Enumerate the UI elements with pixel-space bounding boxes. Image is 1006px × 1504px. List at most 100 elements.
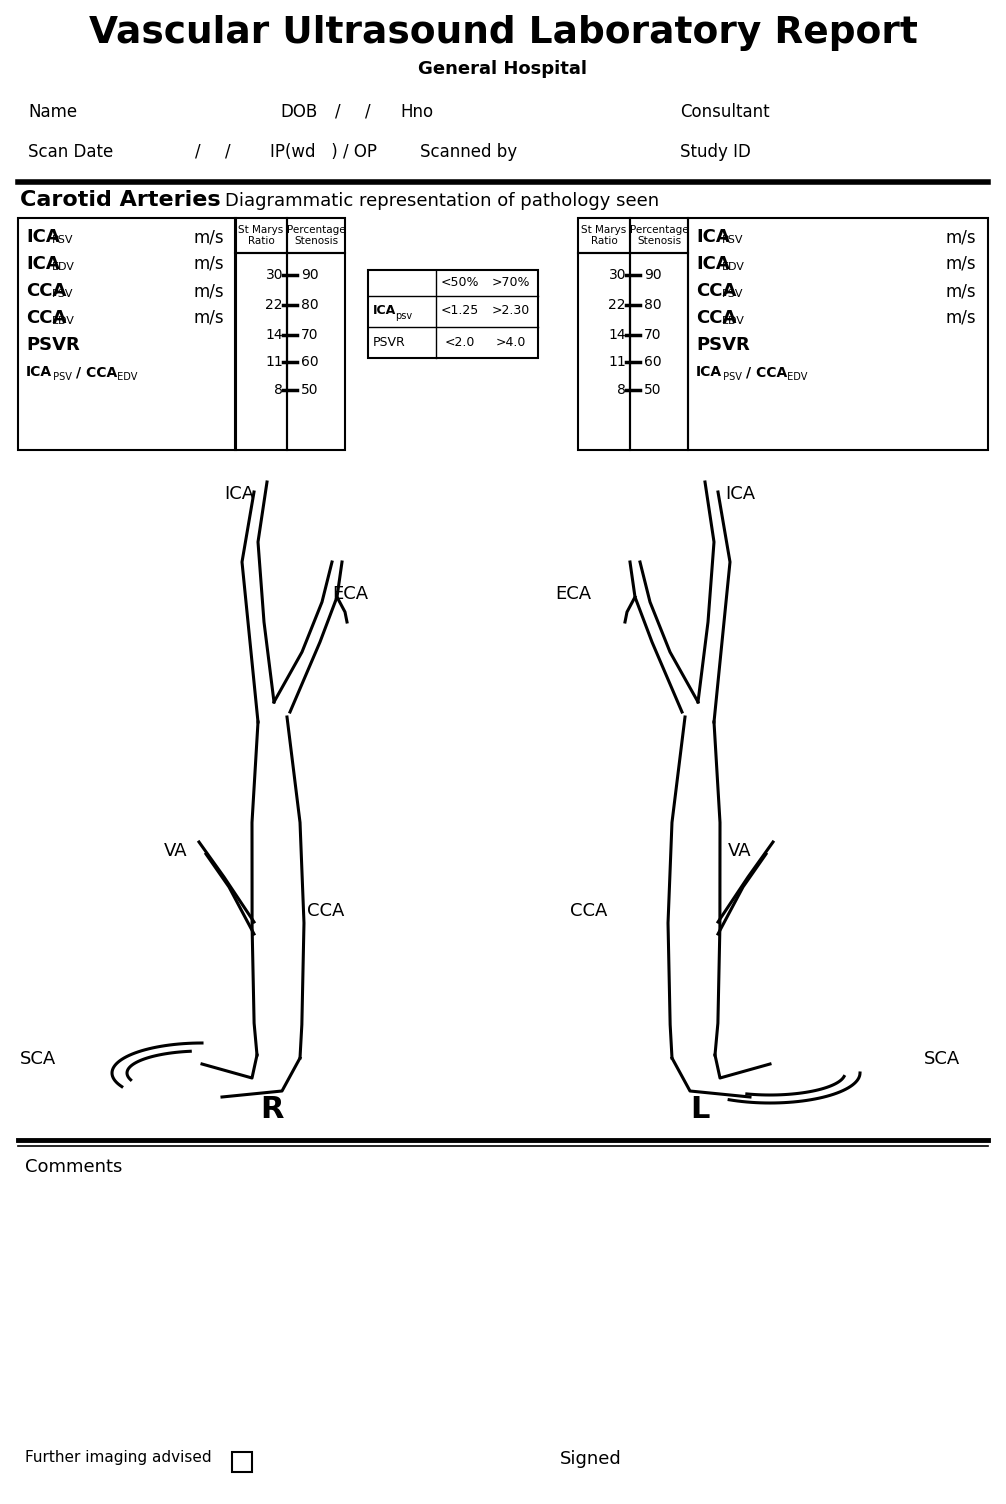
Text: EDV: EDV [784, 371, 808, 382]
Text: EDV: EDV [51, 262, 74, 272]
Text: ICA: ICA [26, 229, 59, 247]
Text: /: / [365, 102, 370, 120]
Text: >2.30: >2.30 [492, 304, 530, 317]
Text: Further imaging advised: Further imaging advised [25, 1450, 211, 1465]
Text: Percentage
Stenosis: Percentage Stenosis [287, 224, 345, 247]
Text: m/s: m/s [193, 256, 224, 274]
Text: <2.0: <2.0 [445, 335, 475, 349]
Bar [18, 218, 236, 450]
Text: 11: 11 [266, 355, 283, 368]
Text: Hno: Hno [400, 102, 434, 120]
Text: 8: 8 [274, 384, 283, 397]
Bar [368, 271, 538, 358]
Text: >70%: >70% [492, 275, 530, 289]
Text: PSVR: PSVR [373, 335, 405, 349]
Text: ECA: ECA [555, 585, 592, 603]
Bar [630, 218, 688, 253]
Text: ICA: ICA [373, 304, 396, 317]
Text: EDV: EDV [51, 316, 74, 326]
Text: /: / [335, 102, 341, 120]
Text: PSV: PSV [720, 371, 741, 382]
Text: 80: 80 [644, 298, 662, 311]
Text: 70: 70 [644, 328, 662, 341]
Text: m/s: m/s [193, 308, 224, 326]
Bar [235, 253, 287, 450]
Text: 90: 90 [301, 268, 319, 283]
Text: 30: 30 [609, 268, 626, 283]
Text: General Hospital: General Hospital [418, 60, 588, 78]
Text: PSV: PSV [721, 235, 743, 245]
Text: IP(wd   ) / OP: IP(wd ) / OP [270, 143, 377, 161]
Text: ICA: ICA [224, 484, 255, 502]
Text: /: / [195, 143, 200, 161]
Text: Carotid Arteries: Carotid Arteries [20, 190, 220, 211]
Text: 14: 14 [609, 328, 626, 341]
Bar [287, 218, 345, 253]
Text: Diagrammatic representation of pathology seen: Diagrammatic representation of pathology… [225, 193, 659, 211]
Text: 70: 70 [301, 328, 319, 341]
Text: 50: 50 [301, 384, 319, 397]
Text: CCA: CCA [570, 902, 608, 920]
Text: R: R [261, 1095, 284, 1123]
Text: Consultant: Consultant [680, 102, 770, 120]
Text: Vascular Ultrasound Laboratory Report: Vascular Ultrasound Laboratory Report [89, 15, 917, 51]
Text: VA: VA [164, 842, 188, 860]
Text: >4.0: >4.0 [496, 335, 526, 349]
Text: 90: 90 [644, 268, 662, 283]
Text: Comments: Comments [25, 1158, 123, 1176]
Text: ICA: ICA [26, 256, 59, 274]
Text: m/s: m/s [946, 283, 976, 299]
Text: m/s: m/s [946, 229, 976, 247]
Text: Study ID: Study ID [680, 143, 750, 161]
Bar [688, 218, 988, 450]
Text: DOB: DOB [280, 102, 317, 120]
Bar [287, 253, 345, 450]
Text: CCA: CCA [26, 283, 66, 299]
Text: PSVR: PSVR [26, 335, 79, 353]
Text: PSVR: PSVR [696, 335, 749, 353]
Text: ICA: ICA [26, 365, 52, 379]
Text: Name: Name [28, 102, 77, 120]
Text: m/s: m/s [193, 229, 224, 247]
Bar [235, 218, 287, 253]
Text: SCA: SCA [20, 1050, 56, 1068]
Text: CCA: CCA [696, 283, 736, 299]
Text: PSV: PSV [51, 235, 73, 245]
Text: ICA: ICA [725, 484, 756, 502]
Text: VA: VA [728, 842, 751, 860]
Text: CCA: CCA [307, 902, 344, 920]
Text: 22: 22 [266, 298, 283, 311]
Bar [232, 1451, 252, 1472]
Text: 80: 80 [301, 298, 319, 311]
Text: St Marys
Ratio: St Marys Ratio [581, 224, 627, 247]
Text: 50: 50 [644, 384, 662, 397]
Text: / CCA: / CCA [76, 365, 118, 379]
Text: PSV: PSV [721, 289, 743, 299]
Text: <50%: <50% [441, 275, 479, 289]
Text: PSV: PSV [50, 371, 71, 382]
Text: Scan Date: Scan Date [28, 143, 114, 161]
Bar [578, 253, 630, 450]
Text: <1.25: <1.25 [441, 304, 479, 317]
Text: m/s: m/s [946, 256, 976, 274]
Bar [578, 218, 630, 253]
Text: Signed: Signed [560, 1450, 622, 1468]
Text: Scanned by: Scanned by [420, 143, 517, 161]
Text: m/s: m/s [193, 283, 224, 299]
Text: 14: 14 [266, 328, 283, 341]
Text: 11: 11 [609, 355, 626, 368]
Text: 60: 60 [644, 355, 662, 368]
Text: /: / [225, 143, 230, 161]
Text: EDV: EDV [114, 371, 138, 382]
Text: ICA: ICA [696, 365, 722, 379]
Text: psv: psv [395, 311, 412, 320]
Text: ICA: ICA [696, 256, 729, 274]
Text: m/s: m/s [946, 308, 976, 326]
Text: ICA: ICA [696, 229, 729, 247]
Text: PSV: PSV [51, 289, 73, 299]
Text: St Marys
Ratio: St Marys Ratio [238, 224, 284, 247]
Text: 60: 60 [301, 355, 319, 368]
Text: EDV: EDV [721, 262, 744, 272]
Text: EDV: EDV [721, 316, 744, 326]
Text: / CCA: / CCA [746, 365, 788, 379]
